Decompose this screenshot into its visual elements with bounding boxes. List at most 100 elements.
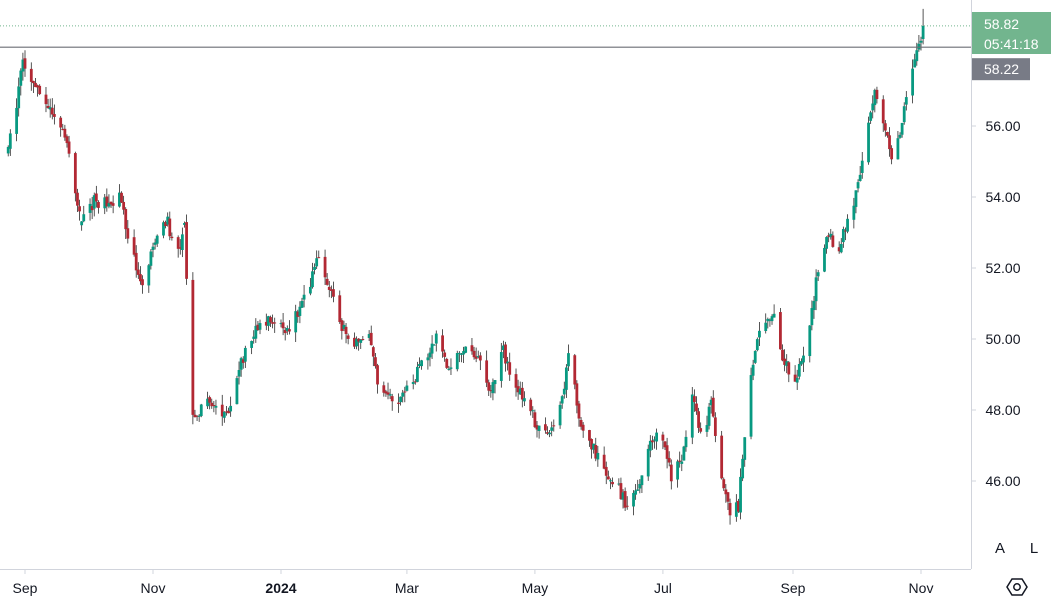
candle-body [814,277,818,302]
candle [770,314,774,325]
time-tick-label-4: May [522,580,548,596]
candle-body [898,134,902,138]
candle [300,297,304,309]
candle [212,400,216,413]
candle-body [34,82,37,88]
candle-body [709,399,713,406]
candle [739,468,742,520]
candle [919,36,923,51]
candle [728,498,732,525]
candle [21,52,25,81]
candle [573,353,577,390]
candle-body [472,350,476,358]
candle [535,421,539,438]
candle [881,95,885,132]
candle [831,231,835,248]
candle [737,498,740,513]
candle [279,319,283,328]
log-scale-button[interactable]: L [1021,535,1047,561]
price-axis[interactable]: 46.00 48.00 50.00 52.00 54.00 56.00 [971,118,1021,489]
candle-body [237,369,241,377]
candle-body [6,146,10,154]
candle-body [579,419,583,427]
candle-body [896,138,900,160]
candle-body [212,405,216,407]
candle-body [661,434,665,441]
candle [166,212,170,227]
candle-body [346,335,350,339]
candle-body [168,218,172,237]
candle-body [252,336,256,339]
candle-body [562,388,566,395]
candle [220,394,224,426]
candle-body [124,209,128,230]
candle-body [210,402,214,407]
candle-body [728,502,732,516]
candle-body [44,94,48,105]
candle-body [254,325,258,339]
candle-body [573,355,577,385]
time-tick-label-6: Sep [781,580,806,596]
candle-body [271,322,275,324]
candle [663,441,667,450]
candle [287,320,291,335]
candle [164,220,167,229]
candle [546,426,549,436]
candle-body [97,202,100,208]
candle-body [281,322,285,329]
candle-body [636,489,640,491]
candle-body [711,397,715,417]
candle [852,197,856,229]
candle [680,454,684,472]
candle [267,315,270,331]
candle-body [634,490,638,495]
candle [445,357,449,369]
candle [185,214,188,285]
candle-body [904,97,908,105]
candle-body [575,383,579,406]
candle [875,86,879,104]
candle-body [8,133,12,149]
candle-body [415,366,419,382]
candle [560,394,564,409]
candle-body [592,443,596,450]
candle-body [812,301,816,310]
candle [602,446,606,470]
candle [651,435,654,450]
candle-body [890,148,894,160]
price-tick-label-5: 56.00 [985,118,1020,134]
candle [311,262,314,289]
candle [921,8,925,45]
candle [411,374,415,390]
candle-body [426,357,430,361]
settings-icon[interactable] [1005,576,1029,598]
candle [147,263,151,293]
candle [890,145,894,165]
candle [103,193,107,215]
candle [590,438,593,459]
candle-body [65,136,69,144]
candle-body [474,356,478,359]
candle [269,315,272,327]
candle [374,353,377,369]
candle [346,333,350,345]
candle-body [302,294,306,300]
candle-body [243,347,247,362]
candle-body [846,218,849,232]
candle [858,166,862,182]
candle [692,389,696,412]
candle [695,396,698,415]
candle-body [768,319,772,321]
candle-body [287,329,291,332]
candle [214,399,218,415]
candle-body [888,135,891,150]
candle [443,349,447,362]
candle-body [823,247,826,272]
candle-body [191,279,195,415]
candle [743,437,747,467]
auto-scale-button[interactable]: A [987,535,1013,561]
candle [844,227,847,241]
candle-body [783,358,787,365]
time-axis[interactable]: Sep Nov 2024 Mar May Jul Sep Nov [13,569,934,596]
